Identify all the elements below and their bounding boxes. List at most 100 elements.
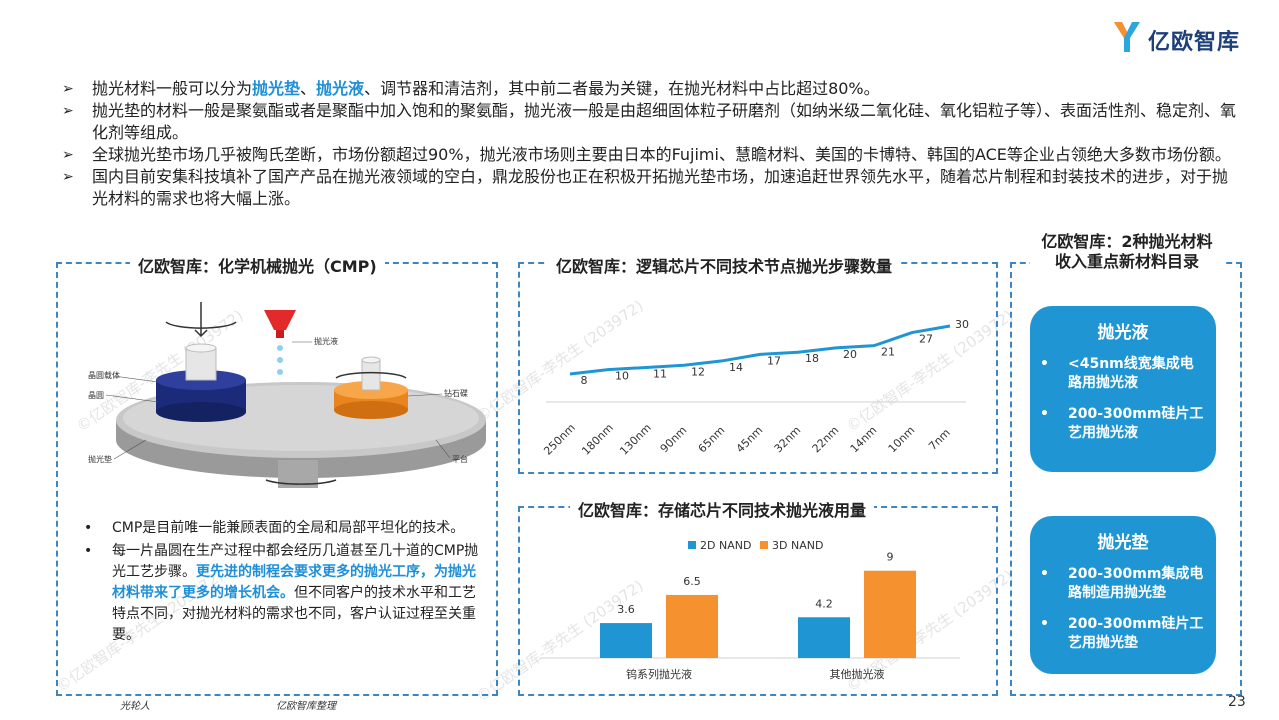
x-tick-label: 130nm: [617, 421, 654, 458]
cmp-note: • CMP是目前唯一能兼顾表面的全局和局部平坦化的技术。: [84, 518, 484, 539]
label-carrier: 晶圆载体: [88, 370, 120, 380]
catalog-item: • 200-300mm硅片工艺用抛光垫: [1040, 616, 1204, 651]
data-label: 21: [881, 346, 895, 359]
bullet-dot-icon: •: [1040, 566, 1049, 582]
label-platform: 平台: [452, 454, 468, 464]
catalog-card-slurry: 抛光液 • <45nm线宽集成电路用抛光液 • 200-300mm硅片工艺用抛光液: [1030, 306, 1216, 472]
label-pad: 抛光垫: [88, 454, 112, 464]
x-tick-label: 其他抛光液: [830, 667, 885, 681]
slurry-nozzle: [264, 310, 296, 330]
bullet-dot-icon: •: [84, 520, 93, 536]
bar: [864, 570, 916, 658]
logo-text: 亿欧智库: [1148, 30, 1241, 55]
catalog-item: • 200-300mm硅片工艺用抛光液: [1040, 406, 1204, 441]
arrow-bullet-icon: ➢: [62, 103, 74, 119]
intro-bullet: ➢ 国内目前安集科技填补了国产产品在抛光液领域的空白，鼎龙股份也正在积极开拓抛光垫…: [62, 166, 1240, 210]
data-label: 8: [581, 374, 588, 387]
line-chart-title: 亿欧智库：逻辑芯片不同技术节点抛光步骤数量: [548, 253, 901, 277]
catalog-item: • <45nm线宽集成电路用抛光液: [1040, 356, 1194, 391]
data-label: 12: [691, 365, 705, 378]
catalog-card-title: 抛光垫: [1097, 533, 1149, 553]
intro-bullet: ➢ 抛光材料一般可以分为抛光垫、抛光液、调节器和清洁剂，其中前二者最为关键，在抛光…: [62, 78, 1240, 100]
x-tick-label: 250nm: [541, 421, 578, 458]
intro-bullets: ➢ 抛光材料一般可以分为抛光垫、抛光液、调节器和清洁剂，其中前二者最为关键，在抛光…: [62, 78, 1240, 210]
footer-note: 光轮人: [120, 701, 150, 712]
intro-bullet: ➢ 全球抛光垫市场几乎被陶氏垄断，市场份额超过90%，抛光液市场则主要由日本的Fu…: [62, 144, 1240, 166]
data-label: 3.6: [617, 603, 635, 616]
bullet-dot-icon: •: [1040, 616, 1049, 632]
bar: [666, 594, 718, 658]
data-label: 14: [729, 361, 743, 374]
data-label: 9: [887, 551, 894, 564]
arrow-bullet-icon: ➢: [62, 147, 74, 163]
rotate-arrow-icon: [265, 479, 337, 485]
legend-label: 2D NAND: [700, 539, 751, 552]
x-tick-label: 90nm: [658, 424, 690, 456]
x-tick-label: 65nm: [696, 424, 728, 456]
rotate-arrow-icon: [165, 321, 237, 329]
arrow-bullet-icon: ➢: [62, 169, 74, 185]
rotate-arrow-icon: [335, 371, 407, 379]
data-label: 27: [919, 333, 933, 346]
catalog-item: • 200-300mm集成电路制造用抛光垫: [1040, 566, 1204, 601]
data-label: 6.5: [683, 575, 701, 588]
slurry-drop: [277, 369, 283, 375]
legend-swatch: [688, 541, 696, 549]
series-line: [569, 324, 951, 376]
slurry-drop: [277, 345, 283, 351]
x-tick-label: 45nm: [734, 424, 766, 456]
data-label: 20: [843, 348, 857, 361]
legend-swatch: [760, 541, 768, 549]
bullet-dot-icon: •: [1040, 406, 1049, 422]
bullet-dot-icon: •: [1040, 356, 1049, 372]
legend-label: 3D NAND: [772, 539, 823, 552]
wafer-carrier: [156, 343, 246, 422]
catalog-card-pad: 抛光垫 • 200-300mm集成电路制造用抛光垫 • 200-300mm硅片工艺用…: [1030, 516, 1216, 674]
text-segment: 抛光材料一般可以分为: [92, 79, 253, 98]
x-tick-label: 钨系列抛光液: [626, 667, 692, 681]
intro-bullet: ➢ 抛光垫的材料一般是聚氨酯或者是聚酯中加入饱和的聚氨酯，抛光液一般是由超细固体粒…: [62, 100, 1240, 144]
text-segment: 、: [300, 79, 317, 98]
bar-chart: 2D NAND 3D NAND 3.6 6.5 钨系列抛光液 4.2 9 其他抛光液: [540, 539, 960, 681]
x-tick-label: 180nm: [579, 421, 616, 458]
highlight-text: 抛光垫: [252, 79, 301, 98]
bar: [798, 617, 850, 658]
line-chart: 8 250nm 10 180nm 11 130nm 12 90nm 14 65nm 17 45nm 18…: [541, 318, 969, 458]
text-segment: 国内目前安集科技填补了国产产品在抛光液领域的空白，鼎龙股份也正在积极开拓抛光垫市…: [92, 167, 1229, 208]
data-label: 18: [805, 352, 819, 365]
brand-logo: 亿欧智库: [1112, 18, 1252, 58]
diamond-conditioner: [334, 356, 408, 419]
logo-mark-icon: [1114, 22, 1140, 52]
x-tick-label: 7nm: [926, 426, 953, 453]
down-arrow-icon: [194, 302, 208, 338]
cmp-note: • 每一片晶圆在生产过程中都会经历几道甚至几十道的CMP抛光工艺步骤。更先进的制程…: [84, 541, 484, 646]
highlight-text: 更先进的制程会要求更多的抛光工序，为抛光材料带来了更多的增长机会。: [112, 564, 476, 601]
arrow-bullet-icon: ➢: [62, 81, 74, 97]
catalog-card-title: 抛光液: [1097, 323, 1149, 343]
cmp-notes: • CMP是目前唯一能兼顾表面的全局和局部平坦化的技术。 • 每一片晶圆在生产过程中…: [84, 518, 484, 648]
page-number: 23: [1228, 694, 1246, 710]
bar: [600, 623, 652, 658]
bar-chart-title: 亿欧智库：存储芯片不同技术抛光液用量: [570, 497, 875, 521]
text-segment: CMP是目前唯一能兼顾表面的全局和局部平坦化的技术。: [112, 520, 465, 536]
highlight-text: 抛光液: [316, 79, 365, 98]
data-label: 30: [955, 318, 969, 331]
x-tick-label: 14nm: [848, 424, 880, 456]
data-label: 11: [653, 367, 667, 380]
cmp-panel-title: 亿欧智库：化学机械抛光（CMP): [130, 253, 385, 277]
x-tick-label: 10nm: [886, 424, 918, 456]
data-label: 4.2: [815, 597, 833, 610]
label-diamond: 钻石碟: [444, 388, 468, 398]
text-segment: 抛光垫的材料一般是聚氨酯或者是聚酯中加入饱和的聚氨酯，抛光液一般是由超细固体粒子…: [92, 101, 1237, 142]
bullet-dot-icon: •: [84, 543, 93, 559]
x-tick-label: 32nm: [772, 424, 804, 456]
data-label: 10: [615, 370, 629, 383]
slurry-drop: [277, 357, 283, 363]
label-slurry: 抛光液: [314, 336, 338, 346]
cmp-diagram: 晶圆载体 晶圆 抛光垫 抛光液 钻石碟 平台: [88, 302, 486, 488]
label-wafer: 晶圆: [88, 391, 104, 400]
text-segment: 每一片晶圆在生产过程中都会经历几道甚至几十道的CMP抛光工艺步骤。: [112, 543, 479, 580]
text-segment: 、调节器和清洁剂，其中前二者最为关键，在抛光材料中占比超过80%。: [364, 79, 880, 98]
footer-source: 亿欧智库整理: [276, 701, 336, 712]
x-tick-label: 22nm: [810, 424, 842, 456]
